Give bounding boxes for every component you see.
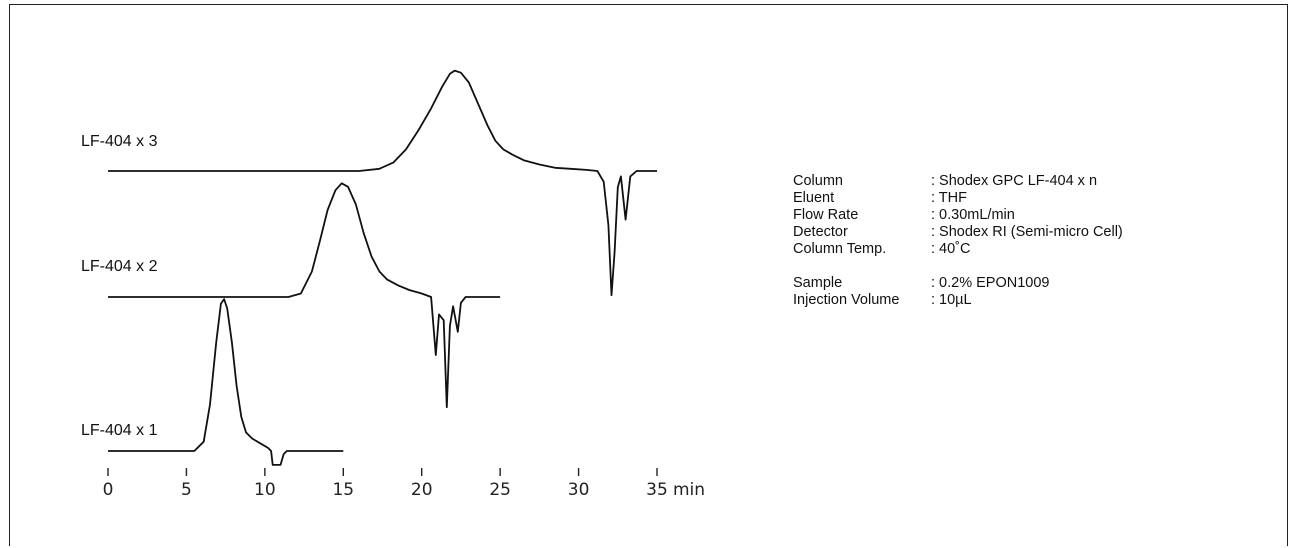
- conditions-table: Column : Shodex GPC LF-404 x n Eluent : …: [793, 173, 1123, 309]
- series-label-group: LF-404 x 3 LF-404 x 2 LF-404 x 1: [81, 133, 158, 439]
- condition-row-sample: Sample : 0.2% EPON1009: [793, 275, 1123, 292]
- condition-value: : Shodex RI (Semi-micro Cell): [931, 224, 1123, 240]
- series-label-3: LF-404 x 1: [81, 422, 158, 439]
- x-tick-label: 10: [254, 480, 276, 500]
- series-trace-1: [108, 69, 657, 297]
- series-label-2: LF-404 x 2: [81, 258, 158, 275]
- series-trace-2: [108, 182, 501, 409]
- x-tick-label: 15: [332, 480, 354, 500]
- condition-row-column-temp: Column Temp. : 40˚C: [793, 241, 1123, 258]
- condition-key: Detector: [793, 224, 848, 240]
- condition-key: Injection Volume: [793, 292, 900, 308]
- condition-value: : 0.2% EPON1009: [931, 275, 1050, 291]
- condition-value: : Shodex GPC LF-404 x n: [931, 173, 1098, 189]
- x-tick-label: 0: [103, 480, 114, 500]
- condition-row-column: Column : Shodex GPC LF-404 x n: [793, 173, 1123, 190]
- figure-frame: [9, 4, 1288, 546]
- condition-key: Eluent: [793, 190, 835, 206]
- series-label-1: LF-404 x 3: [81, 133, 158, 150]
- condition-key: Flow Rate: [793, 207, 859, 223]
- condition-row-injection-volume: Injection Volume : 10µL: [793, 292, 1123, 309]
- x-tick-label: 5: [181, 480, 192, 500]
- condition-value: : 10µL: [931, 292, 972, 308]
- condition-row-eluent: Eluent : THF: [793, 190, 1123, 207]
- condition-row-flow-rate: Flow Rate : 0.30mL/min: [793, 207, 1123, 224]
- trace-group: [108, 69, 657, 466]
- condition-value: : THF: [931, 190, 967, 206]
- condition-key: Sample: [793, 275, 843, 291]
- series-trace-3: [108, 298, 344, 466]
- x-tick-label: 35: [646, 480, 668, 500]
- condition-value: : 0.30mL/min: [931, 207, 1015, 223]
- condition-value: : 40˚C: [931, 241, 971, 257]
- condition-key: Column Temp.: [793, 241, 887, 257]
- x-tick-label: 25: [489, 480, 511, 500]
- condition-row-detector: Detector : Shodex RI (Semi-micro Cell): [793, 224, 1123, 241]
- x-axis: 0 5 10 15 20 25 30 35 min: [103, 468, 705, 500]
- x-tick-label: 20: [411, 480, 433, 500]
- condition-key: Column: [793, 173, 843, 189]
- x-tick-label: 30: [568, 480, 590, 500]
- x-unit-label: min: [673, 480, 705, 500]
